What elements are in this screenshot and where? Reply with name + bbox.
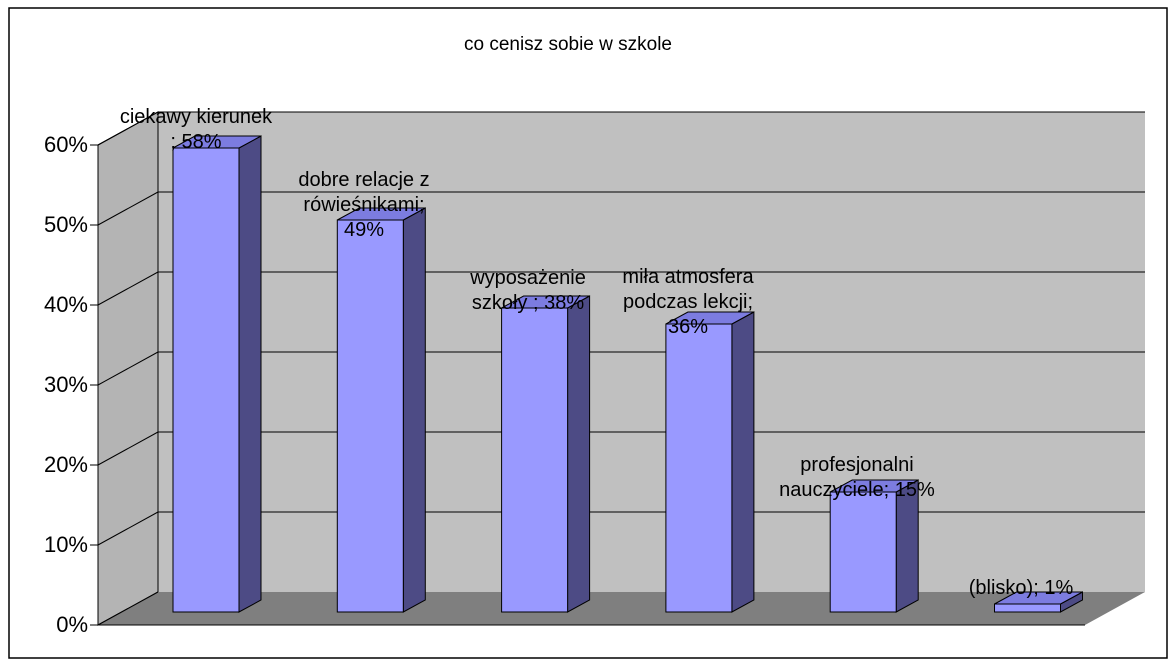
bar-side <box>238 135 262 613</box>
bar <box>336 219 404 613</box>
data-label-line: 36% <box>668 316 708 338</box>
data-label-line: 49% <box>344 219 384 241</box>
gridline-side <box>97 271 159 306</box>
bar <box>829 491 897 613</box>
data-label-line: ; 58% <box>170 131 221 153</box>
bar <box>172 147 240 613</box>
data-label-line: nauczyciele; 15% <box>779 479 935 501</box>
data-label: wyposażenie szkoły ; 38% <box>469 267 586 314</box>
gridline-side <box>97 191 159 226</box>
bar-side <box>731 311 755 613</box>
data-label-line: dobre relacje z <box>298 169 429 191</box>
y-tick-label: 40% <box>44 292 88 317</box>
data-label-line: szkoły ; 38% <box>472 292 584 314</box>
gridline-side <box>97 591 159 626</box>
y-tick-label: 60% <box>44 132 88 157</box>
data-label: (blisko); 1% <box>969 577 1074 599</box>
y-tick-label: 0% <box>56 612 88 637</box>
y-tick-label: 20% <box>44 452 88 477</box>
y-tick-label: 10% <box>44 532 88 557</box>
data-label: dobre relacje z rówieśnikami; 49% <box>298 169 429 241</box>
data-label: ciekawy kierunek ; 58% <box>120 106 273 153</box>
data-label-line: profesjonalni <box>800 454 913 476</box>
chart-title: co cenisz sobie w szkole <box>464 34 672 55</box>
data-label-line: podczas lekcji; <box>623 291 753 313</box>
data-label-line: rówieśnikami; <box>303 194 424 216</box>
y-tick-label: 50% <box>44 212 88 237</box>
data-label-line: wyposażenie <box>469 267 586 289</box>
data-label: profesjonalni nauczyciele; 15% <box>779 454 935 501</box>
gridline-side <box>97 511 159 546</box>
bar <box>501 307 569 613</box>
plot-area: 0% 10% 20% 30% 40% 50% 60% ciekawy kierunek ; 58… <box>44 106 1145 637</box>
data-label: miła atmosfera podczas lekcji; 36% <box>622 266 754 338</box>
data-label-line: miła atmosfera <box>622 266 754 288</box>
bar-side <box>402 207 426 613</box>
bar-side <box>567 295 591 613</box>
bar <box>994 603 1061 613</box>
gridline-side <box>97 431 159 466</box>
gridline-side <box>97 351 159 386</box>
data-label-line: ciekawy kierunek <box>120 106 273 128</box>
gridline-side <box>97 111 159 146</box>
bar <box>665 323 733 613</box>
data-label-line: (blisko); 1% <box>969 577 1074 599</box>
y-tick-label: 30% <box>44 372 88 397</box>
